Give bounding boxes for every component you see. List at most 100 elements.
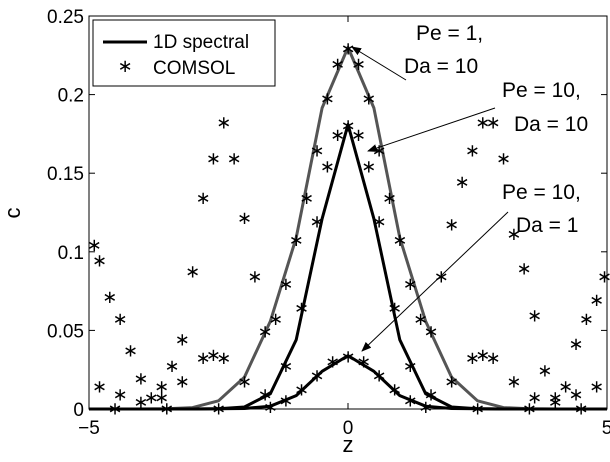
annotation-3-line-1: Pe = 10, — [502, 181, 581, 204]
annotation-1-line-2: Da = 10 — [404, 55, 478, 78]
scatter-point: ∗ — [320, 156, 335, 177]
scatter-point: ∗ — [558, 376, 573, 397]
scatter-point: ∗ — [113, 309, 128, 330]
scatter-point: ∗ — [597, 266, 610, 287]
scatter-point: ∗ — [195, 348, 210, 369]
scatter-point: ∗ — [574, 398, 589, 419]
scatter-point: ∗ — [444, 372, 459, 393]
y-axis: 0 0.05 0.1 0.15 0.2 0.25 — [47, 7, 607, 421]
x-tick-label: 0 — [343, 418, 354, 439]
scatter-point: ∗ — [434, 266, 449, 287]
scatter-point: ∗ — [216, 348, 231, 369]
scatter-point: ∗ — [372, 365, 387, 386]
scatter-point: ∗ — [154, 376, 169, 397]
scatter-point: ∗ — [589, 376, 604, 397]
annotation-1-line-1: Pe = 1, — [416, 22, 483, 45]
scatter-point: ∗ — [413, 309, 428, 330]
scatter-point: ∗ — [475, 112, 490, 133]
scatter-point: ∗ — [485, 112, 500, 133]
scatter-point: ∗ — [159, 398, 174, 419]
scatter-point: ∗ — [175, 372, 190, 393]
scatter-point: ∗ — [294, 298, 309, 319]
scatter-point: ∗ — [294, 380, 309, 401]
scatter-point: ∗ — [387, 380, 402, 401]
scatter-point: ∗ — [454, 172, 469, 193]
legend: 1D spectral ∗ COMSOL — [92, 19, 276, 87]
annotation-3-arrow — [361, 211, 509, 352]
scatter-point: ∗ — [382, 188, 397, 209]
scatter-point: ∗ — [258, 384, 273, 405]
scatter-point: ∗ — [263, 397, 278, 418]
scatter-point: ∗ — [278, 356, 293, 377]
scatter-point: ∗ — [485, 348, 500, 369]
scatter-point: ∗ — [144, 387, 159, 408]
scatter-point: ∗ — [289, 230, 304, 251]
scatter-point: ∗ — [175, 329, 190, 350]
scatter-point: ∗ — [278, 274, 293, 295]
scatter-point: ∗ — [537, 361, 552, 382]
scatter-point: ∗ — [195, 188, 210, 209]
legend-entry-1d-spectral: 1D spectral — [153, 32, 249, 53]
scatter-point: ∗ — [522, 398, 537, 419]
scatter-point: ∗ — [258, 321, 273, 342]
scatter-point: ∗ — [423, 384, 438, 405]
scatter-point: ∗ — [496, 149, 511, 170]
series-line-3 — [89, 354, 607, 411]
scatter-point: ∗ — [403, 356, 418, 377]
scatter-point: ∗ — [133, 392, 148, 413]
x-axis: −5 0 5 — [78, 16, 610, 439]
scatter-point: ∗ — [506, 372, 521, 393]
scatter-point: ∗ — [444, 215, 459, 236]
scatter-point: ∗ — [268, 309, 283, 330]
scatter-point: ∗ — [206, 345, 221, 366]
scatter-point: ∗ — [356, 351, 371, 372]
scatter-point: ∗ — [527, 306, 542, 327]
scatter-point: ∗ — [309, 211, 324, 232]
scatter-point: ∗ — [589, 290, 604, 311]
scatter-point: ∗ — [506, 224, 521, 245]
y-tick-label: 0.05 — [47, 321, 84, 342]
scatter-point: ∗ — [278, 391, 293, 412]
scatter-point: ∗ — [403, 391, 418, 412]
scatter-point: ∗ — [154, 387, 169, 408]
series-lines — [89, 45, 607, 411]
scatter-point: ∗ — [465, 141, 480, 162]
scatter-point: ∗ — [340, 347, 355, 368]
scatter-point: ∗ — [548, 392, 563, 413]
scatter-point: ∗ — [133, 369, 148, 390]
scatter-point: ∗ — [579, 309, 594, 330]
scatter-point: ∗ — [475, 345, 490, 366]
scatter-point: ∗ — [102, 287, 117, 308]
y-tick-label: 0.25 — [47, 7, 84, 28]
annotation-2-arrow — [367, 107, 496, 152]
scatter-point: ∗ — [387, 298, 402, 319]
scatter-point: ∗ — [351, 54, 366, 75]
scatter-point: ∗ — [320, 89, 335, 110]
scatter-point: ∗ — [216, 112, 231, 133]
scatter-point: ∗ — [330, 54, 345, 75]
scatter-point: ∗ — [164, 356, 179, 377]
scatter-point: ∗ — [330, 125, 345, 146]
scatter-point: ∗ — [372, 211, 387, 232]
scatter-point: ∗ — [403, 274, 418, 295]
scatter-point: ∗ — [206, 149, 221, 170]
scatter-point: ∗ — [185, 262, 200, 283]
legend-entry-comsol: COMSOL — [153, 58, 235, 79]
scatter-point: ∗ — [211, 398, 226, 419]
legend-asterisk-marker: ∗ — [117, 56, 132, 77]
y-axis-label: c — [0, 208, 25, 219]
scatter-point: ∗ — [568, 384, 583, 405]
scatter-point: ∗ — [340, 116, 355, 137]
scatter-point: ∗ — [423, 321, 438, 342]
y-tick-label: 0.2 — [58, 86, 84, 107]
annotations: Pe = 1, Da = 10 Pe = 10, Da = 10 Pe = 10… — [351, 22, 588, 352]
annotation-2-line-1: Pe = 10, — [502, 79, 581, 102]
scatter-point: ∗ — [351, 125, 366, 146]
annotation-1-arrow — [351, 46, 407, 81]
scatter-point: ∗ — [325, 351, 340, 372]
annotation-3-line-2: Da = 1 — [516, 214, 578, 237]
scatter-point: ∗ — [309, 365, 324, 386]
scatter-point: ∗ — [87, 235, 102, 256]
scatter-point: ∗ — [237, 372, 252, 393]
